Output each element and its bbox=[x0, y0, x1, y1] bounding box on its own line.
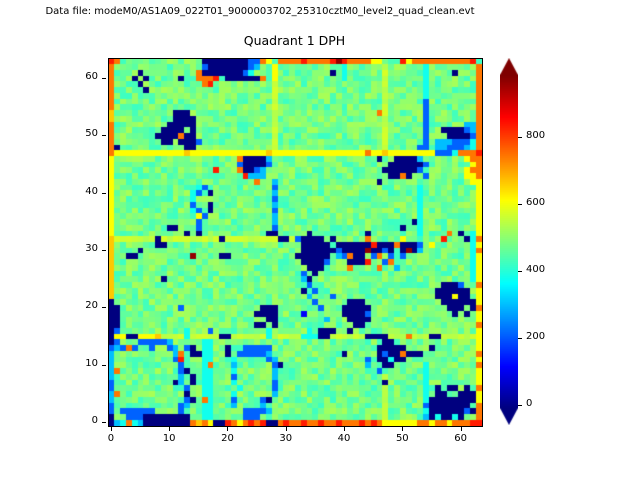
heatmap-axes bbox=[108, 58, 483, 427]
colorbar-tick-label: 600 bbox=[526, 196, 546, 208]
x-tick-label: 20 bbox=[221, 433, 234, 444]
y-tick-mark bbox=[102, 422, 106, 424]
colorbar-tick-mark bbox=[518, 136, 522, 138]
y-tick-label: 20 bbox=[85, 300, 98, 312]
y-tick-mark bbox=[102, 192, 106, 194]
y-tick-mark bbox=[102, 250, 106, 252]
x-tick-mark bbox=[169, 427, 171, 431]
colorbar-canvas bbox=[500, 58, 518, 425]
colorbar-tick-mark bbox=[518, 337, 522, 339]
y-tick-label: 50 bbox=[85, 128, 98, 140]
y-tick-mark bbox=[102, 307, 106, 309]
x-tick-label: 10 bbox=[162, 433, 176, 444]
y-tick-label: 60 bbox=[85, 71, 98, 83]
x-tick-mark bbox=[227, 427, 229, 431]
colorbar-tick-mark bbox=[518, 404, 522, 406]
colorbar-tick-mark bbox=[518, 203, 522, 205]
y-tick-mark bbox=[102, 364, 106, 366]
y-tick-mark bbox=[102, 135, 106, 137]
x-tick-mark bbox=[344, 427, 346, 431]
x-tick-mark bbox=[402, 427, 404, 431]
colorbar-tick-mark bbox=[518, 270, 522, 272]
data-file-label: Data file: modeM0/AS1A09_022T01_90000037… bbox=[45, 6, 475, 17]
y-tick-label: 40 bbox=[85, 185, 98, 197]
x-tick-mark bbox=[460, 427, 462, 431]
x-tick-label: 0 bbox=[107, 433, 115, 444]
x-tick-mark bbox=[110, 427, 112, 431]
x-tick-label: 50 bbox=[395, 433, 409, 444]
colorbar bbox=[500, 58, 518, 425]
x-tick-mark bbox=[285, 427, 287, 431]
colorbar-tick-label: 200 bbox=[526, 330, 546, 342]
y-tick-label: 0 bbox=[91, 415, 98, 427]
colorbar-tick-label: 400 bbox=[526, 263, 546, 275]
colorbar-tick-label: 800 bbox=[526, 129, 546, 141]
plot-title: Quadrant 1 DPH bbox=[243, 33, 346, 48]
y-tick-mark bbox=[102, 78, 106, 80]
x-tick-label: 60 bbox=[454, 433, 467, 444]
x-tick-label: 40 bbox=[337, 433, 351, 444]
heatmap-canvas bbox=[109, 59, 482, 426]
x-tick-label: 30 bbox=[279, 433, 293, 444]
y-tick-label: 30 bbox=[85, 243, 98, 255]
y-tick-label: 10 bbox=[85, 357, 98, 369]
colorbar-tick-label: 0 bbox=[526, 397, 533, 409]
